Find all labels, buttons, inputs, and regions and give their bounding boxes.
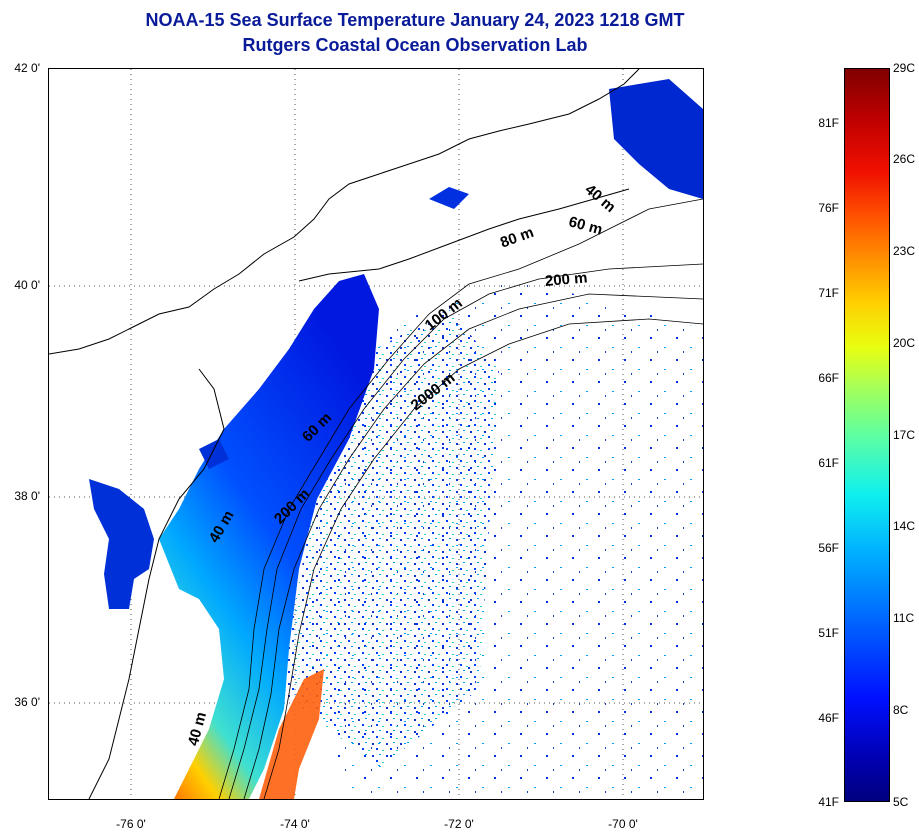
long-island-shore [298,188,630,282]
chesapeake-bay [89,479,154,609]
lon-label-70: -70 0' [608,817,638,831]
cbar-c-5: 5C [893,795,909,809]
mid-atlantic-shore [88,368,225,800]
cbar-f-61: 61F [818,456,839,470]
cbar-c-29: 29C [893,61,916,75]
cbar-c-8: 8C [893,703,909,717]
cbar-c-11: 11C [893,611,915,625]
sst-map-svg [48,68,704,800]
lat-label-38: 38 0' [14,489,40,503]
isobaths [218,198,704,800]
lat-label-42: 42 0' [14,61,40,75]
gulf-of-maine-patch [609,79,703,199]
cbar-f-76: 76F [818,201,839,215]
gulf-stream-core [259,669,324,799]
cbar-c-23: 23C [893,244,916,258]
cbar-f-41: 41F [818,795,839,809]
delaware-bay [199,439,229,469]
lat-label-40: 40 0' [14,278,40,292]
map-title: NOAA-15 Sea Surface Temperature January … [145,10,685,30]
lat-label-36: 36 0' [14,695,40,709]
shelf-sst-field [159,274,379,799]
cbar-f-66: 66F [818,371,839,385]
cbar-c-17: 17C [893,428,916,442]
cbar-f-56: 56F [818,541,839,555]
cbar-f-51: 51F [818,626,839,640]
temperature-colorbar [844,68,890,802]
lon-label-74: -74 0' [280,817,310,831]
lon-label-76: -76 0' [116,817,146,831]
cbar-c-14: 14C [893,519,916,533]
cbar-f-46: 46F [818,711,839,725]
cbar-c-26: 26C [893,152,916,166]
cbar-f-81: 81F [818,116,839,130]
cbar-c-20: 20C [893,336,916,350]
lon-label-72: -72 0' [444,817,474,831]
map-subtitle: Rutgers Coastal Ocean Observation Lab [242,35,588,55]
long-island-patch [429,187,469,209]
map-panel: 40 m 60 m 80 m 200 m 100 m 2000 m 60 m 4… [48,68,704,800]
coastline [48,68,640,355]
cbar-f-71: 71F [818,286,839,300]
